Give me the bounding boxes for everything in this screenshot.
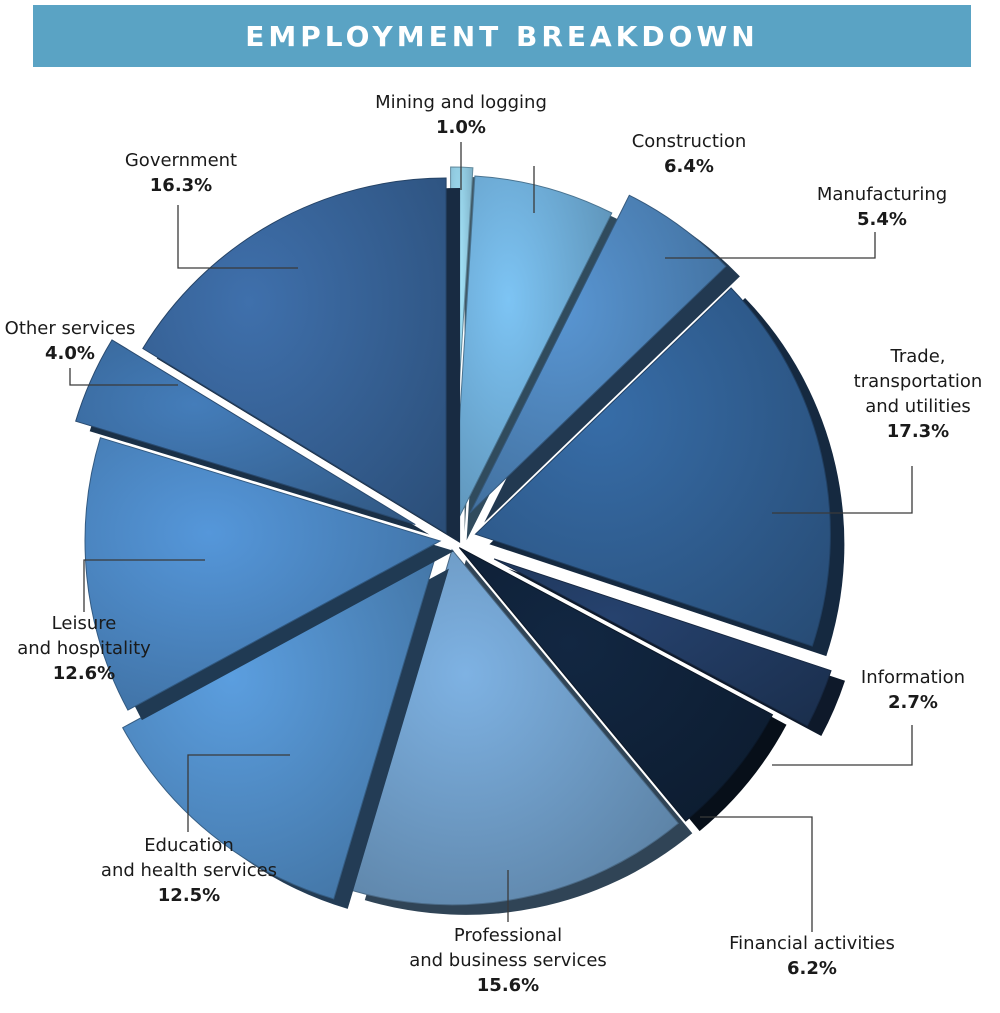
slice-label-text: transportation <box>853 371 983 392</box>
slice-label: Information 2.7% <box>793 665 1000 715</box>
slice-label: Mining and logging 1.0% <box>341 90 581 140</box>
slice-label-text: Mining and logging <box>375 92 547 113</box>
slice-label-text: Professional <box>453 925 563 946</box>
slice-label: Professional and business services 15.6% <box>388 923 628 998</box>
slice-value-label: 2.7% <box>888 692 938 713</box>
slice-value-label: 17.3% <box>886 421 950 442</box>
slice-label-text: Information <box>860 667 966 688</box>
pie-slice <box>474 287 831 647</box>
pie-slice <box>469 194 727 513</box>
chart-title: EMPLOYMENT BREAKDOWN <box>245 19 759 53</box>
slice-label: Construction 6.4% <box>569 129 809 179</box>
leader-line <box>700 816 813 932</box>
slice-label: Manufacturing 5.4% <box>762 182 1000 232</box>
slice-value-label: 6.4% <box>664 156 714 177</box>
slice-label-text: Financial activities <box>729 933 895 954</box>
leader-line <box>772 725 913 766</box>
slice-label-text: Government <box>124 150 238 171</box>
slice-label: Financial activities 6.2% <box>692 931 932 981</box>
slice-label-text: Other services <box>4 318 136 339</box>
slice-value-label: 1.0% <box>436 117 486 138</box>
leader-line <box>177 205 298 269</box>
slice-label-text: Leisure <box>51 613 117 634</box>
pie-slice <box>122 557 436 900</box>
slice-label-text: Education <box>144 835 234 856</box>
leader-line <box>83 559 205 612</box>
slice-label-text: Construction <box>631 131 747 152</box>
slice-label-text: and business services <box>409 950 607 971</box>
title-banner: EMPLOYMENT BREAKDOWN <box>33 5 971 67</box>
slice-label: Government 16.3% <box>61 148 301 198</box>
slice-label: Education and health services 12.5% <box>69 833 309 908</box>
slice-label: Trade, transportation and utilities 17.3% <box>798 344 1000 444</box>
leader-line <box>187 754 290 832</box>
slice-value-label: 15.6% <box>476 975 540 996</box>
pie-slice <box>350 548 680 906</box>
pie-slice <box>142 177 447 534</box>
pie-slice <box>452 175 613 531</box>
slice-label: Other services 4.0% <box>0 316 190 366</box>
slice-value-label: 4.0% <box>45 343 95 364</box>
leader-line <box>69 368 178 386</box>
slice-label: Leisure and hospitality 12.6% <box>0 611 204 686</box>
slice-label-text: Trade, <box>890 346 946 367</box>
slice-label-text: and hospitality <box>17 638 151 659</box>
slice-value-label: 5.4% <box>857 209 907 230</box>
slice-label-text: Manufacturing <box>816 184 948 205</box>
leader-line <box>772 466 913 514</box>
pie-slice <box>75 339 416 525</box>
slice-value-label: 12.5% <box>157 885 221 906</box>
slice-value-label: 12.6% <box>52 663 116 684</box>
leader-line <box>665 232 876 259</box>
slice-value-label: 6.2% <box>787 958 837 979</box>
slice-value-label: 16.3% <box>149 175 213 196</box>
slice-label-text: and utilities <box>865 396 971 417</box>
pie-slice <box>458 547 774 822</box>
slice-label-text: and health services <box>100 860 278 881</box>
pie-slice <box>493 558 832 727</box>
pie-slice <box>84 437 442 711</box>
